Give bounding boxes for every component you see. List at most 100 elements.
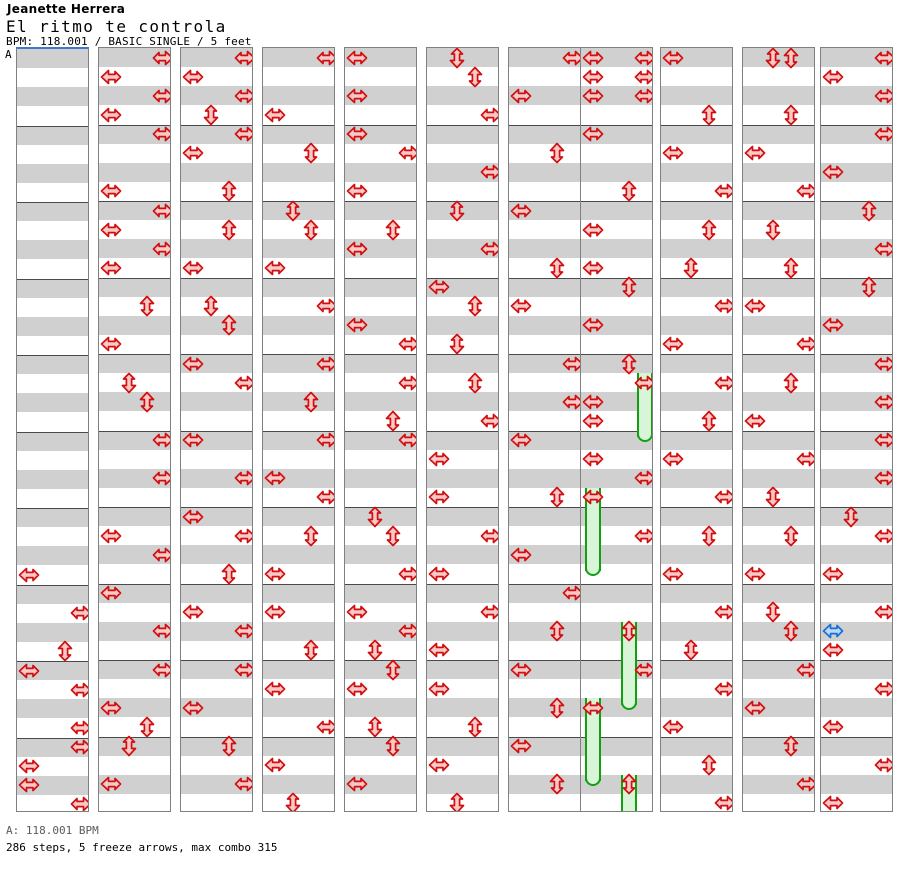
beat-stripe — [661, 239, 732, 259]
beat-stripe — [743, 736, 814, 756]
beat-stripe — [509, 277, 580, 297]
step-arrow — [398, 563, 416, 585]
beat-stripe — [661, 698, 732, 718]
step-arrow — [152, 620, 170, 642]
measure-line — [263, 507, 334, 508]
beat-stripe — [581, 621, 652, 641]
beat-stripe — [345, 392, 416, 412]
beat-stripe — [181, 545, 252, 565]
measure-line — [263, 277, 334, 279]
beat-stripe — [17, 469, 88, 489]
beat-stripe — [345, 162, 416, 182]
beat-stripe — [821, 774, 892, 794]
beat-stripe — [263, 736, 334, 756]
beat-stripe — [743, 86, 814, 106]
step-arrow — [346, 85, 368, 107]
step-arrow — [364, 716, 386, 738]
step-arrow — [364, 639, 386, 661]
beat-stripe — [581, 468, 652, 488]
step-arrow — [264, 754, 286, 776]
beat-stripe — [99, 239, 170, 259]
beat-stripe — [743, 545, 814, 565]
beat-stripe — [345, 621, 416, 641]
beat-stripe — [743, 315, 814, 335]
beat-stripe — [661, 545, 732, 565]
beat-stripe — [427, 239, 498, 259]
measure-line — [181, 124, 252, 126]
measure-column-3 — [262, 47, 335, 812]
beat-stripe — [99, 201, 170, 221]
measure-line — [821, 583, 892, 585]
measure-line — [99, 354, 170, 355]
step-arrow — [762, 219, 784, 241]
step-arrow — [840, 506, 862, 528]
step-arrow — [562, 582, 580, 604]
beat-stripe — [181, 277, 252, 297]
beat-stripe — [509, 392, 580, 412]
measure-line — [427, 277, 498, 279]
measure-line — [345, 430, 416, 432]
freeze-tail — [585, 567, 601, 576]
beat-stripe — [509, 621, 580, 641]
step-arrow — [346, 678, 368, 700]
step-arrow — [662, 448, 684, 470]
beat-stripe — [661, 277, 732, 297]
measure-line — [345, 736, 416, 738]
measure-column-7 — [580, 47, 653, 812]
measure-line — [661, 660, 732, 661]
measure-line — [263, 660, 334, 661]
beat-stripe — [427, 162, 498, 182]
step-arrow — [510, 429, 532, 451]
step-arrow — [398, 333, 416, 355]
beat-stripe — [581, 239, 652, 259]
beat-stripe — [17, 87, 88, 107]
step-arrow — [510, 85, 532, 107]
step-arrow — [714, 678, 732, 700]
step-arrow — [582, 66, 604, 88]
measure-line — [181, 277, 252, 279]
step-arrow — [152, 200, 170, 222]
measure-line — [427, 507, 498, 508]
measure-line — [427, 583, 498, 585]
measure-line — [743, 430, 814, 432]
beat-stripe — [427, 698, 498, 718]
measure-line — [743, 507, 814, 508]
beat-stripe — [17, 202, 88, 222]
step-arrow — [634, 659, 652, 681]
beat-stripe — [581, 277, 652, 297]
beat-stripe — [661, 660, 732, 680]
step-arrow — [136, 391, 158, 413]
beat-stripe — [345, 736, 416, 756]
freeze-arrow — [621, 621, 637, 710]
step-arrow — [780, 48, 802, 69]
step-arrow — [582, 257, 604, 279]
step-arrow — [634, 525, 652, 547]
step-arrow — [698, 754, 720, 776]
step-arrow — [118, 735, 140, 757]
step-arrow — [234, 48, 252, 69]
beat-stripe — [661, 124, 732, 144]
beat-stripe — [821, 201, 892, 221]
step-arrow — [398, 142, 416, 164]
step-arrow — [796, 448, 814, 470]
step-arrow — [480, 410, 498, 432]
step-arrow — [582, 391, 604, 413]
step-arrow — [152, 85, 170, 107]
measure-line — [743, 583, 814, 585]
step-arrow — [100, 219, 122, 241]
measure-line — [17, 661, 88, 662]
step-arrow — [152, 123, 170, 145]
beat-stripe — [17, 240, 88, 260]
measure-line — [509, 201, 580, 202]
step-arrow — [282, 792, 304, 811]
step-arrow — [218, 180, 240, 202]
step-arrow — [264, 257, 286, 279]
beat-stripe — [181, 201, 252, 221]
measure-column-9 — [742, 47, 815, 812]
freeze-arrow-head — [618, 773, 640, 795]
step-arrow — [744, 295, 766, 317]
measure-line — [581, 277, 652, 279]
step-arrow — [698, 410, 720, 432]
step-arrow — [822, 716, 844, 738]
step-arrow — [182, 506, 204, 528]
